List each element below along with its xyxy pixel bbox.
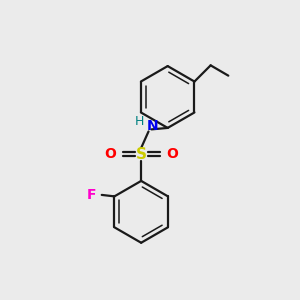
Text: S: S: [136, 147, 147, 162]
Text: F: F: [87, 188, 96, 202]
Text: O: O: [166, 147, 178, 161]
Text: H: H: [134, 115, 144, 128]
Text: N: N: [147, 119, 159, 134]
Text: O: O: [104, 147, 116, 161]
